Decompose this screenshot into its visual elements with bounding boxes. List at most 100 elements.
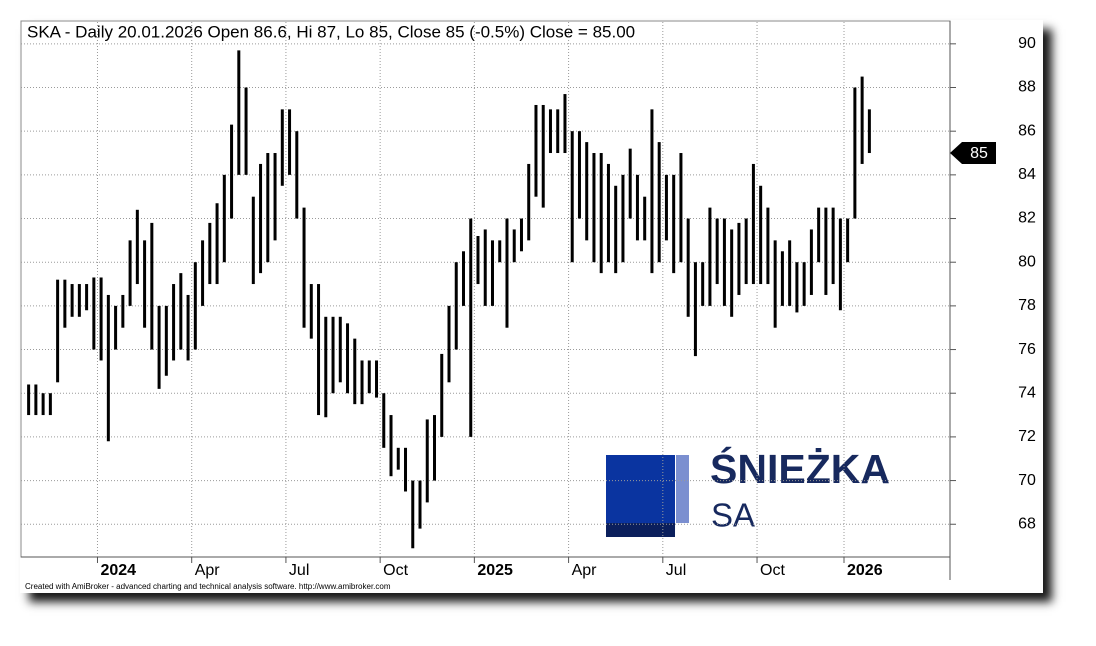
chart-title: SKA - Daily 20.01.2026 Open 86.6, Hi 87,… — [27, 22, 635, 41]
price-bar — [259, 163, 263, 274]
price-bar — [556, 109, 560, 154]
price-bar — [722, 218, 726, 306]
price-bar — [92, 277, 96, 350]
price-bar — [795, 262, 799, 313]
price-bar — [519, 218, 523, 252]
price-bar — [635, 174, 639, 241]
price-bar — [715, 218, 719, 285]
last-value-label: 85 — [970, 145, 988, 162]
y-tick-label: 80 — [1018, 253, 1036, 270]
price-bar — [867, 109, 871, 154]
price-bar — [63, 279, 67, 328]
x-tick-label: 2026 — [847, 562, 883, 579]
price-bar — [273, 153, 277, 241]
price-bar — [106, 294, 110, 442]
last-value-tag — [950, 142, 996, 165]
price-bar — [708, 207, 712, 306]
price-bar — [266, 153, 270, 263]
price-bar — [222, 174, 226, 263]
price-bar — [251, 196, 255, 285]
y-tick-label: 68 — [1018, 515, 1036, 532]
price-bar — [759, 185, 763, 285]
price-bar — [606, 163, 610, 263]
price-bar — [824, 207, 828, 295]
price-bar — [860, 76, 864, 164]
price-bar — [150, 222, 154, 350]
price-bar — [773, 240, 777, 328]
price-bar — [143, 240, 147, 328]
price-bar — [70, 284, 74, 317]
price-bar — [461, 251, 465, 306]
price-bar — [505, 218, 509, 328]
price-bar — [164, 305, 168, 376]
price-bar — [77, 284, 81, 317]
price-bar — [317, 284, 321, 416]
price-bar — [817, 207, 821, 263]
price-bar — [628, 148, 632, 219]
price-bar — [425, 419, 429, 503]
price-bar — [418, 480, 422, 529]
price-bar — [309, 284, 313, 339]
price-bar — [396, 447, 400, 470]
price-bar — [469, 218, 473, 437]
price-bar — [172, 284, 176, 361]
price-bar — [193, 262, 197, 350]
price-bar — [476, 236, 480, 285]
price-bar — [614, 185, 618, 274]
price-bar — [230, 124, 234, 219]
price-bar — [498, 240, 502, 263]
price-bar — [737, 222, 741, 295]
price-bar — [534, 104, 538, 197]
price-bar — [730, 229, 734, 317]
price-bar — [433, 415, 437, 481]
price-bar — [302, 207, 306, 328]
price-bar — [650, 109, 654, 274]
x-tick-label: 2024 — [100, 562, 136, 579]
price-bar — [527, 163, 531, 241]
price-bar — [353, 338, 357, 405]
price-bar — [121, 294, 125, 328]
price-bar — [404, 447, 408, 492]
price-bar — [208, 222, 212, 285]
price-bar — [679, 153, 683, 263]
price-bar — [179, 273, 183, 350]
x-tick-label: Apr — [195, 562, 221, 579]
price-bar — [838, 218, 842, 311]
price-bar — [215, 203, 219, 285]
price-bar — [809, 229, 813, 295]
price-bar — [280, 109, 284, 186]
x-tick-label: Jul — [289, 562, 309, 579]
chart-frame — [20, 20, 1043, 593]
logo-suffix: SA — [711, 497, 755, 534]
y-tick-label: 88 — [1018, 79, 1036, 96]
price-bar — [643, 196, 647, 241]
price-bar — [41, 393, 45, 416]
price-bar — [512, 229, 516, 263]
price-bar — [788, 240, 792, 306]
price-bar — [664, 174, 668, 241]
price-bar — [85, 284, 89, 311]
price-bar — [657, 142, 661, 263]
logo-base — [606, 523, 675, 537]
price-bar — [693, 262, 697, 357]
price-bar — [686, 218, 690, 317]
price-bar — [331, 316, 335, 394]
price-bar — [360, 360, 364, 405]
price-bar — [701, 262, 705, 306]
price-bar — [411, 480, 415, 549]
price-bar — [48, 393, 52, 416]
price-bar — [99, 277, 103, 361]
x-tick-label: Oct — [383, 562, 408, 579]
logo-strip — [676, 455, 689, 523]
footer: Created with AmiBroker - advanced charti… — [25, 582, 391, 591]
y-tick-label: 74 — [1018, 384, 1036, 401]
price-bar — [295, 131, 299, 219]
price-bar — [237, 50, 241, 175]
price-bar — [367, 360, 371, 394]
price-bar — [128, 240, 132, 306]
price-bar — [440, 353, 444, 437]
logo: ŚNIEŻKA SA — [606, 446, 890, 537]
price-bar — [27, 384, 31, 416]
price-bar — [135, 209, 139, 285]
